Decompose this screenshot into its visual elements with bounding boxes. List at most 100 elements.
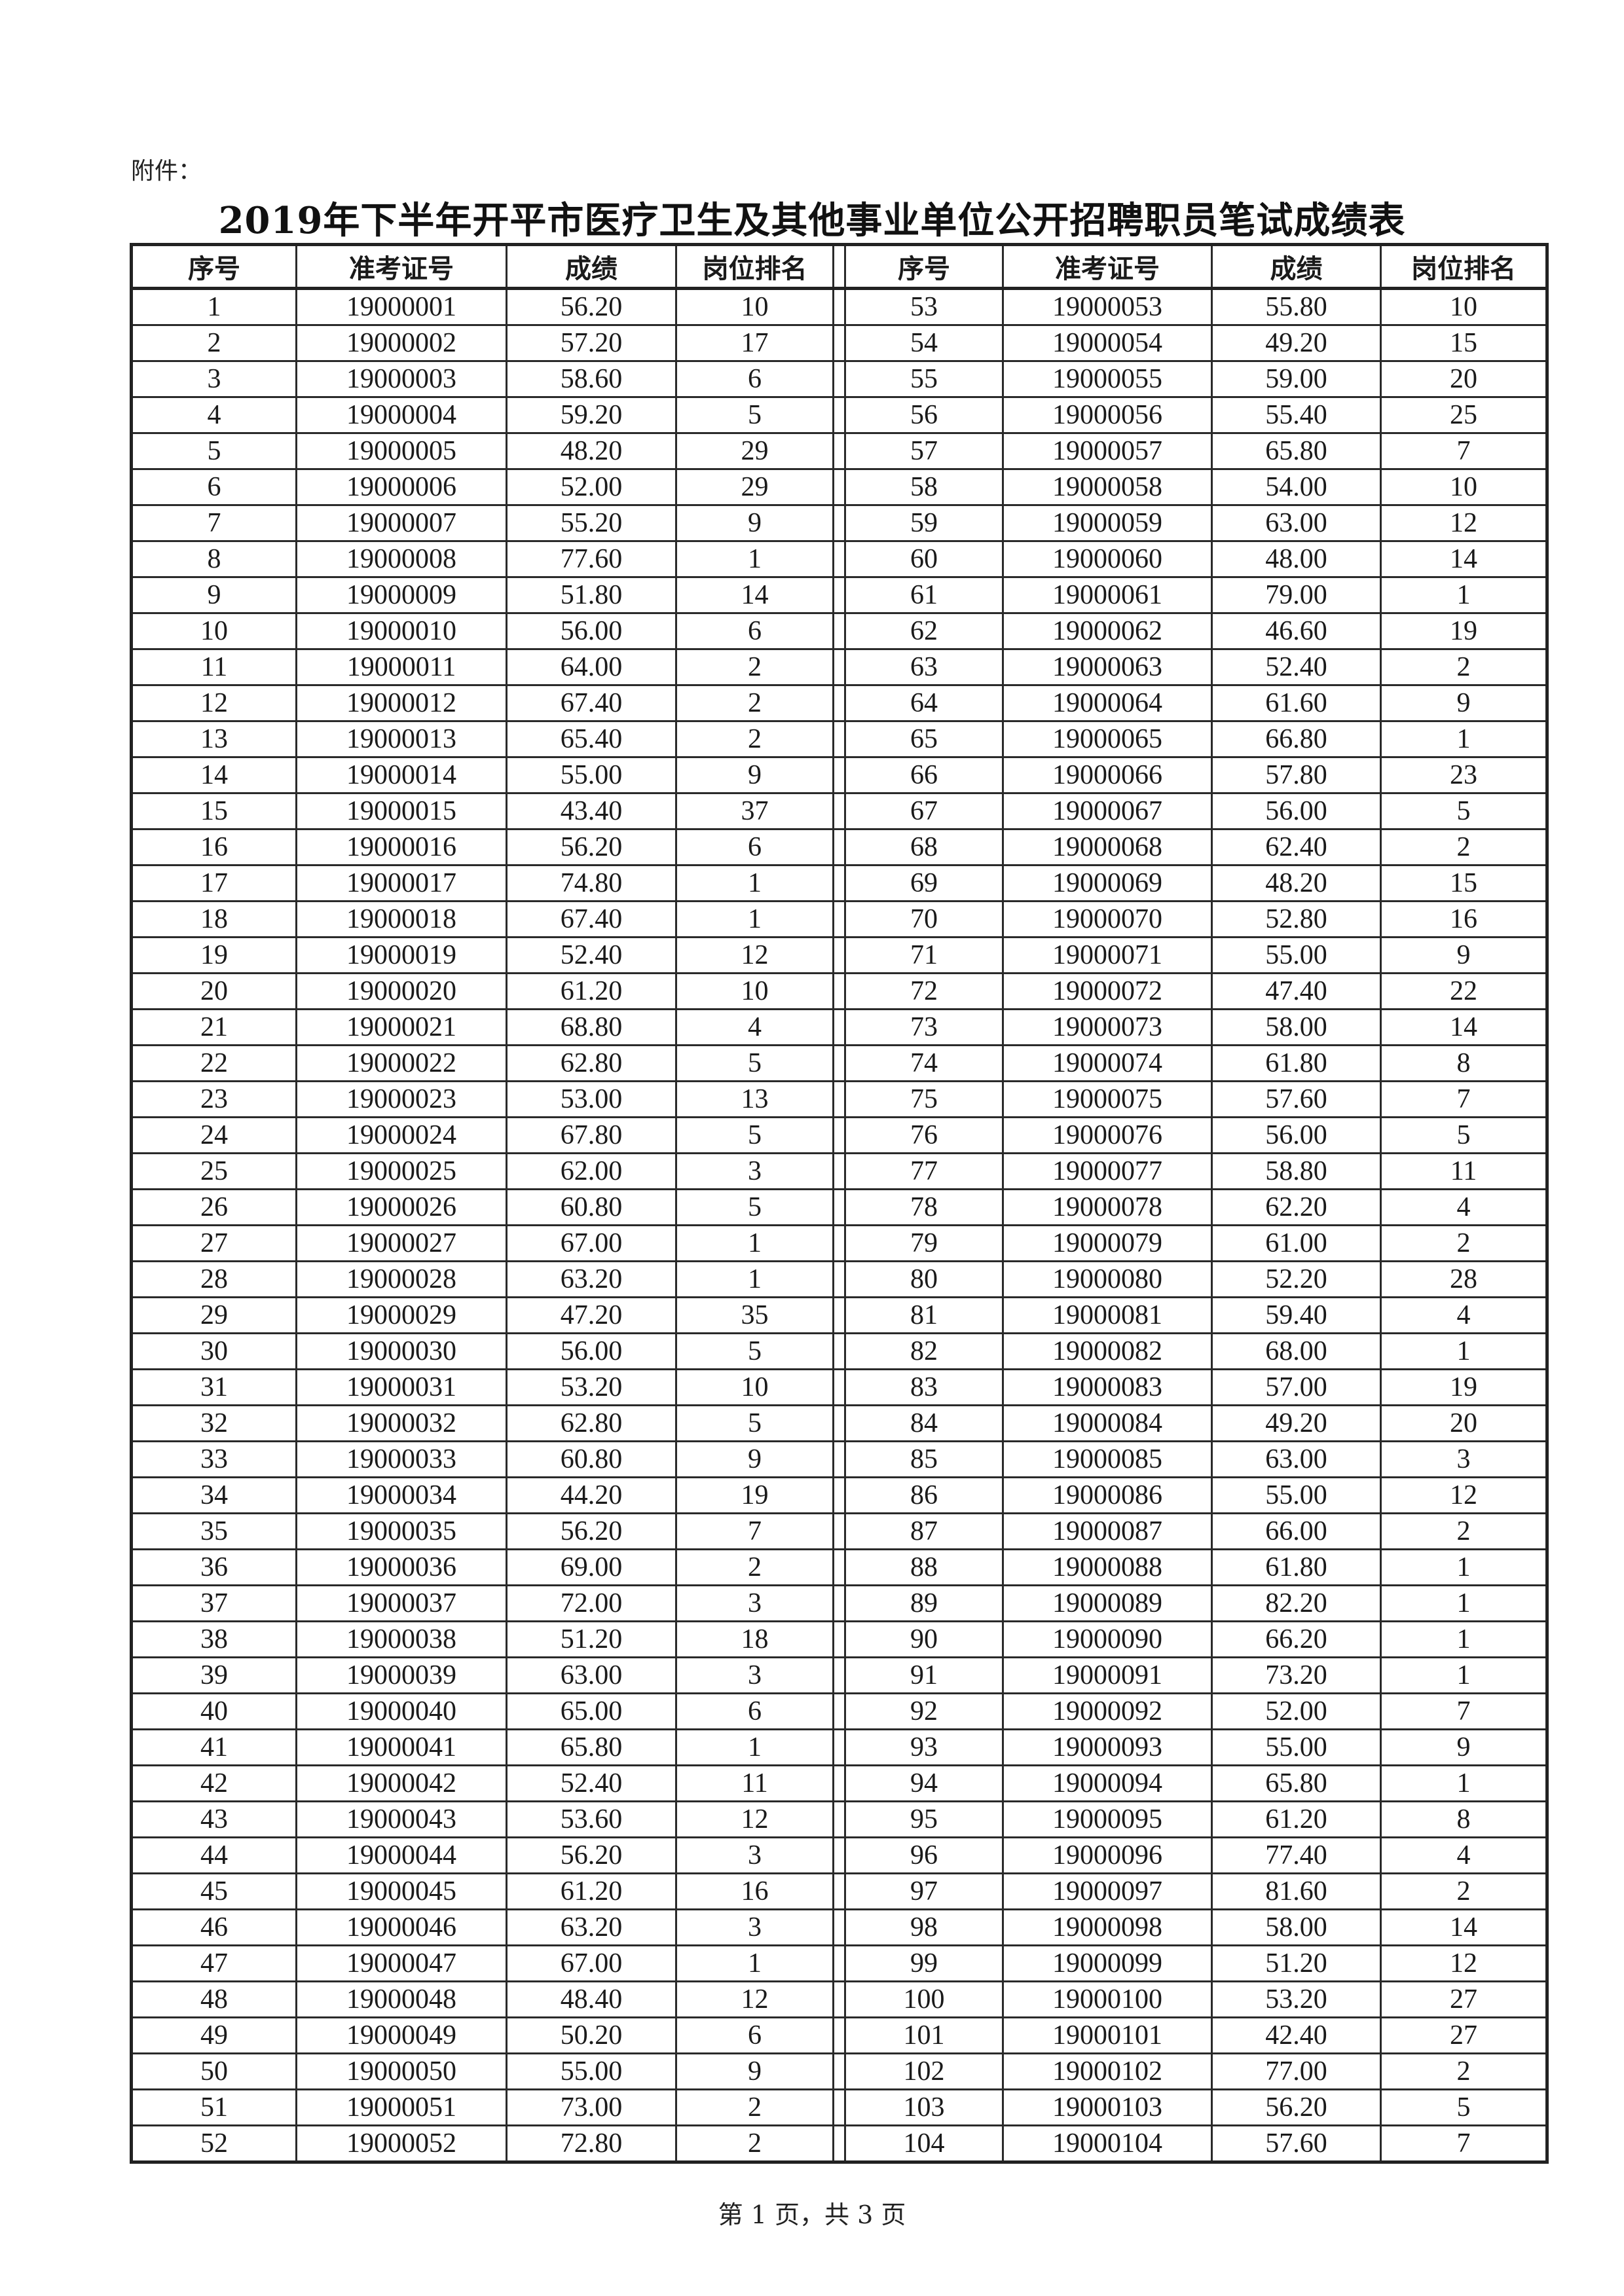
cell-score: 63.20 bbox=[506, 1260, 677, 1298]
cell-exam-id: 19000083 bbox=[1002, 1368, 1213, 1406]
cell-score: 56.20 bbox=[1211, 2088, 1382, 2126]
cell-exam-id: 19000073 bbox=[1002, 1008, 1213, 1046]
cell-exam-id: 19000007 bbox=[295, 504, 507, 542]
cell-rank: 1 bbox=[675, 1728, 834, 1766]
cell-score: 55.00 bbox=[1211, 1728, 1382, 1766]
column-divider bbox=[832, 1584, 846, 1622]
table-row: 33 19000033 60.80 9 85 19000085 63.00 3 bbox=[130, 1440, 1548, 1478]
cell-score: 62.00 bbox=[506, 1152, 677, 1190]
cell-score: 57.80 bbox=[1211, 756, 1382, 794]
column-divider bbox=[832, 1656, 846, 1694]
cell-exam-id: 19000102 bbox=[1002, 2052, 1213, 2090]
column-divider bbox=[832, 792, 846, 830]
cell-exam-id: 19000067 bbox=[1002, 792, 1213, 830]
column-divider bbox=[832, 2052, 846, 2090]
table-row: 16 19000016 56.20 6 68 19000068 62.40 2 bbox=[130, 828, 1548, 866]
cell-exam-id: 19000085 bbox=[1002, 1440, 1213, 1478]
cell-seq: 103 bbox=[844, 2088, 1004, 2126]
cell-score: 62.80 bbox=[506, 1404, 677, 1442]
cell-seq: 63 bbox=[844, 648, 1004, 686]
cell-exam-id: 19000006 bbox=[295, 468, 507, 506]
cell-score: 42.40 bbox=[1211, 2016, 1382, 2054]
cell-seq: 72 bbox=[844, 972, 1004, 1010]
cell-exam-id: 19000045 bbox=[295, 1872, 507, 1910]
table-row: 19 19000019 52.40 12 71 19000071 55.00 9 bbox=[130, 936, 1548, 974]
cell-score: 55.00 bbox=[506, 2052, 677, 2090]
cell-score: 47.20 bbox=[506, 1296, 677, 1334]
table-row: 21 19000021 68.80 4 73 19000073 58.00 14 bbox=[130, 1008, 1548, 1046]
cell-exam-id: 19000047 bbox=[295, 1944, 507, 1982]
cell-score: 58.60 bbox=[506, 360, 677, 398]
cell-rank: 2 bbox=[1380, 648, 1548, 686]
cell-exam-id: 19000098 bbox=[1002, 1908, 1213, 1946]
table-row: 43 19000043 53.60 12 95 19000095 61.20 8 bbox=[130, 1800, 1548, 1838]
column-divider bbox=[832, 1080, 846, 1118]
cell-seq: 15 bbox=[130, 792, 297, 830]
cell-score: 49.20 bbox=[1211, 324, 1382, 362]
cell-score: 56.20 bbox=[506, 828, 677, 866]
column-divider bbox=[832, 1332, 846, 1370]
column-divider bbox=[832, 576, 846, 614]
cell-exam-id: 19000032 bbox=[295, 1404, 507, 1442]
column-divider bbox=[832, 287, 846, 326]
header-seq: 序号 bbox=[130, 244, 297, 290]
cell-seq: 91 bbox=[844, 1656, 1004, 1694]
cell-score: 49.20 bbox=[1211, 1404, 1382, 1442]
cell-rank: 10 bbox=[675, 972, 834, 1010]
cell-rank: 14 bbox=[675, 576, 834, 614]
cell-exam-id: 19000052 bbox=[295, 2124, 507, 2163]
cell-seq: 37 bbox=[130, 1584, 297, 1622]
cell-score: 56.20 bbox=[506, 1836, 677, 1874]
cell-seq: 67 bbox=[844, 792, 1004, 830]
column-divider bbox=[832, 2124, 846, 2163]
cell-rank: 6 bbox=[675, 360, 834, 398]
cell-rank: 1 bbox=[1380, 720, 1548, 758]
cell-exam-id: 19000084 bbox=[1002, 1404, 1213, 1442]
cell-exam-id: 19000055 bbox=[1002, 360, 1213, 398]
cell-score: 59.20 bbox=[506, 396, 677, 434]
cell-rank: 2 bbox=[675, 684, 834, 722]
cell-seq: 3 bbox=[130, 360, 297, 398]
table-row: 17 19000017 74.80 1 69 19000069 48.20 15 bbox=[130, 864, 1548, 902]
table-row: 35 19000035 56.20 7 87 19000087 66.00 2 bbox=[130, 1512, 1548, 1550]
cell-rank: 27 bbox=[1380, 2016, 1548, 2054]
cell-rank: 8 bbox=[1380, 1044, 1548, 1082]
cell-rank: 12 bbox=[1380, 1476, 1548, 1514]
cell-rank: 12 bbox=[1380, 504, 1548, 542]
cell-exam-id: 19000020 bbox=[295, 972, 507, 1010]
cell-rank: 1 bbox=[675, 1260, 834, 1298]
cell-exam-id: 19000003 bbox=[295, 360, 507, 398]
cell-rank: 1 bbox=[675, 900, 834, 938]
cell-exam-id: 19000004 bbox=[295, 396, 507, 434]
cell-seq: 32 bbox=[130, 1404, 297, 1442]
cell-exam-id: 19000028 bbox=[295, 1260, 507, 1298]
column-divider bbox=[832, 1908, 846, 1946]
cell-seq: 25 bbox=[130, 1152, 297, 1190]
cell-score: 48.40 bbox=[506, 1980, 677, 2018]
cell-exam-id: 19000010 bbox=[295, 612, 507, 650]
cell-rank: 15 bbox=[1380, 324, 1548, 362]
cell-seq: 31 bbox=[130, 1368, 297, 1406]
cell-exam-id: 19000097 bbox=[1002, 1872, 1213, 1910]
cell-rank: 28 bbox=[1380, 1260, 1548, 1298]
cell-seq: 18 bbox=[130, 900, 297, 938]
cell-rank: 9 bbox=[1380, 936, 1548, 974]
cell-seq: 45 bbox=[130, 1872, 297, 1910]
cell-exam-id: 19000066 bbox=[1002, 756, 1213, 794]
cell-seq: 1 bbox=[130, 287, 297, 326]
cell-rank: 1 bbox=[1380, 1548, 1548, 1586]
cell-score: 53.60 bbox=[506, 1800, 677, 1838]
cell-rank: 2 bbox=[675, 720, 834, 758]
cell-exam-id: 19000021 bbox=[295, 1008, 507, 1046]
cell-seq: 34 bbox=[130, 1476, 297, 1514]
cell-rank: 16 bbox=[675, 1872, 834, 1910]
cell-score: 61.20 bbox=[1211, 1800, 1382, 1838]
cell-score: 52.80 bbox=[1211, 900, 1382, 938]
cell-score: 59.00 bbox=[1211, 360, 1382, 398]
cell-seq: 47 bbox=[130, 1944, 297, 1982]
cell-rank: 14 bbox=[1380, 1008, 1548, 1046]
cell-rank: 4 bbox=[1380, 1188, 1548, 1226]
cell-rank: 1 bbox=[1380, 1332, 1548, 1370]
cell-score: 61.80 bbox=[1211, 1044, 1382, 1082]
cell-exam-id: 19000087 bbox=[1002, 1512, 1213, 1550]
